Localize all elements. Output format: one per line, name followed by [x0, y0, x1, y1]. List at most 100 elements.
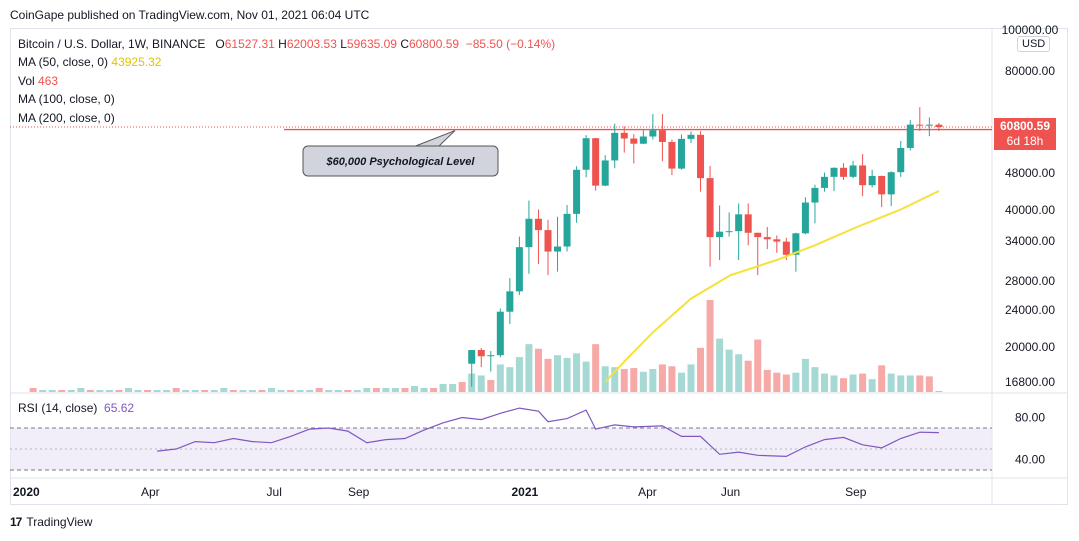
volume-bar: [849, 374, 857, 392]
volume-bar: [325, 390, 333, 392]
candle-body: [563, 213, 571, 247]
legend-row-ma200: MA (200, close, 0): [18, 109, 555, 127]
volume-bar: [840, 378, 848, 392]
candle-body: [782, 241, 790, 255]
volume-bar: [287, 390, 295, 392]
candle-body: [592, 138, 600, 186]
candle-body: [811, 187, 819, 203]
volume-bar: [782, 374, 790, 392]
volume-bar: [220, 388, 228, 392]
volume-bar: [411, 386, 419, 392]
tradingview-logo-icon: 17: [10, 515, 22, 529]
close-value: 60800.59: [409, 37, 460, 51]
volume-bar: [363, 388, 371, 392]
volume-bar: [544, 358, 552, 392]
candle-body: [830, 167, 838, 177]
last-price-tag: 60800.59 6d 18h: [994, 118, 1056, 150]
volume-bar: [353, 390, 361, 392]
volume-bar: [163, 390, 171, 392]
volume-bar: [201, 390, 209, 392]
candle-body: [887, 172, 895, 195]
candle-body: [554, 246, 562, 252]
candle-body: [534, 218, 542, 231]
chart-frame: [10, 28, 1068, 505]
callout-text: $60,000 Psychological Level: [326, 156, 476, 168]
candle-body: [754, 232, 762, 238]
annotation-callout: $60,000 Psychological Level: [302, 130, 499, 177]
time-tick-label: 2021: [511, 485, 538, 499]
volume-bar: [401, 388, 409, 392]
volume-bar: [449, 384, 457, 392]
volume-bar: [391, 388, 399, 392]
candle-body: [725, 231, 733, 233]
vol-label: Vol: [18, 73, 35, 88]
ma50-label: MA (50, close, 0): [18, 55, 109, 70]
candle-body: [601, 160, 609, 186]
candle-body: [544, 230, 552, 252]
candle-body: [840, 167, 848, 177]
open-value: 61527.31: [224, 37, 275, 51]
ma50-polyline: [604, 190, 940, 383]
rsi-value: 65.62: [104, 401, 135, 415]
ma200-label: MA (200, close, 0): [18, 110, 115, 125]
volume-bar: [925, 376, 933, 392]
candle-body: [639, 136, 647, 144]
volume-bar: [935, 391, 943, 392]
volume-bar: [658, 364, 666, 392]
volume-bar: [372, 388, 380, 392]
candle-body: [820, 176, 828, 188]
time-tick-label: Apr: [638, 485, 657, 499]
volume-bar: [801, 358, 809, 392]
candle-body: [487, 355, 495, 357]
time-axis: 2020 Apr Jul Sep 2021 Apr Jun Sep: [13, 485, 867, 499]
candle-body: [687, 134, 695, 139]
volume-bar: [67, 390, 75, 392]
volume-bar: [611, 367, 619, 392]
candle-body: [496, 311, 504, 356]
price-tick-label: 34000.00: [1005, 234, 1055, 248]
volume-bar: [754, 339, 762, 392]
currency-badge[interactable]: USD: [1017, 36, 1051, 52]
candle-body: [506, 291, 514, 312]
volume-bar: [124, 388, 132, 392]
volume-bar: [496, 364, 504, 392]
volume-bar: [725, 349, 733, 392]
volume-bar: [744, 360, 752, 392]
volume-bar: [763, 369, 771, 392]
volume-bar: [554, 355, 562, 392]
legend-row-ma50: MA (50, close, 0) 43925.32: [18, 53, 555, 71]
volume-bar: [48, 390, 56, 392]
candle-body: [859, 165, 867, 186]
candle-body: [477, 350, 485, 357]
bar-countdown: 6d 18h: [1006, 134, 1044, 148]
rsi-legend: RSI (14, close) 65.62: [18, 401, 134, 415]
candle-body: [677, 138, 685, 169]
volume-bar: [582, 361, 590, 392]
chart-legend: Bitcoin / U.S. Dollar, 1W, BINANCE O6152…: [18, 35, 555, 127]
candle-body: [906, 124, 914, 148]
time-tick-label: Apr: [141, 485, 160, 499]
volume-bar: [897, 375, 905, 392]
candle-body: [792, 233, 800, 255]
tradingview-brand[interactable]: 17 TradingView: [10, 515, 92, 529]
volume-bar: [334, 390, 342, 392]
volume-bar: [487, 380, 495, 392]
volume-bar: [258, 390, 266, 392]
time-tick-label: Jun: [721, 485, 740, 499]
rsi-line: [157, 407, 939, 458]
volume-bar: [458, 382, 466, 392]
low-value: 59635.09: [346, 37, 397, 51]
legend-row-ma100: MA (100, close, 0): [18, 90, 555, 108]
volume-bar: [735, 354, 743, 392]
candle-body: [582, 138, 590, 170]
candlesticks: [468, 107, 943, 387]
volume-bar: [239, 390, 247, 392]
candle-body: [744, 214, 752, 233]
candle-body: [849, 165, 857, 177]
change-value: −85.50 (−0.14%): [465, 37, 556, 51]
volume-bar: [477, 375, 485, 392]
candle-body: [935, 124, 943, 127]
volume-bar: [29, 388, 37, 392]
volume-bar: [677, 372, 685, 392]
